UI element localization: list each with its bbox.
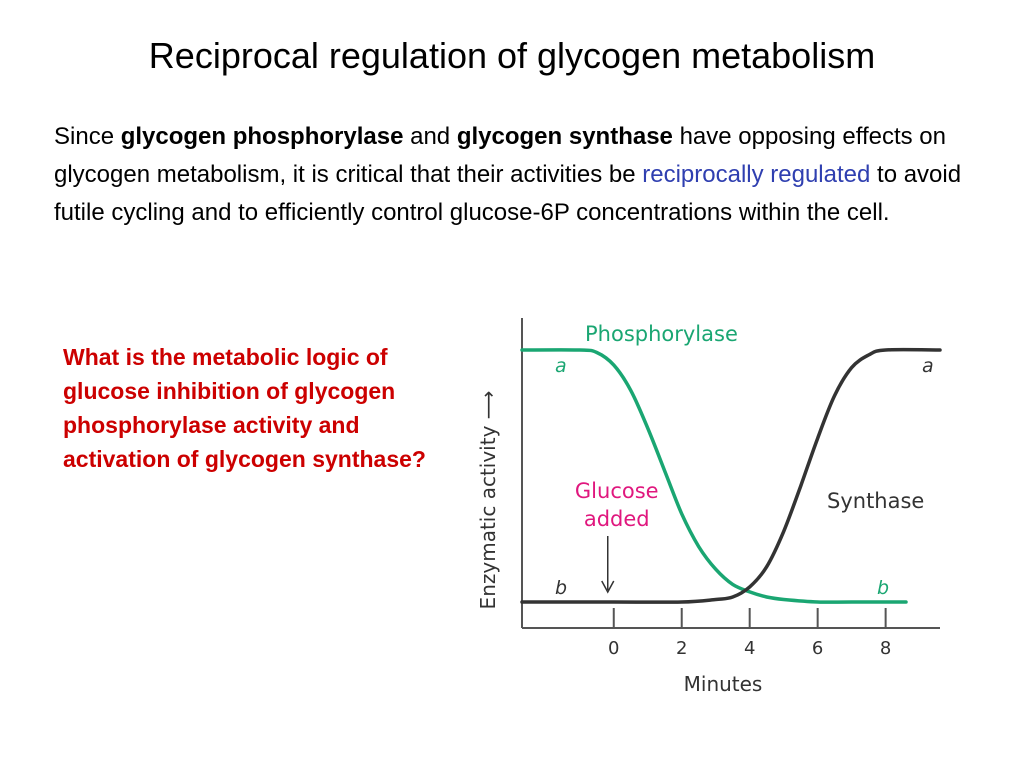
x-tick-label: 2 [676,638,687,659]
synthase-end-label: a [922,355,934,377]
x-tick-label: 0 [608,638,619,659]
intro-text-4: to avoid futile cycling and to efficient… [54,161,962,226]
x-ticks: 0 2 4 6 8 [608,608,891,659]
x-tick-label: 8 [880,638,891,659]
arrow-head-icon [601,580,615,594]
x-axis-label: Minutes [684,672,763,696]
series-layer [520,347,942,604]
intro-paragraph: Since glycogen phosphorylase and glycoge… [54,118,974,232]
intro-bold-synthase: glycogen synthase [456,123,673,150]
synthase-start-label: b [555,577,567,599]
glucose-annotation-line1: Glucose [575,479,659,503]
glucose-annotation-line2: added [584,507,650,531]
slide-title: Reciprocal regulation of glycogen metabo… [148,35,876,76]
phosphorylase-legend-label: Phosphorylase [585,322,738,346]
phosphorylase-end-label: b [877,577,889,599]
question-text: What is the metabolic logic of glucose i… [63,344,426,472]
intro-text-1: Since [54,123,121,150]
synthase-legend-label: Synthase [827,489,924,513]
intro-bold-phosphorylase: glycogen phosphorylase [120,123,404,150]
phosphorylase-curve [520,348,908,604]
intro-highlight-reciprocal: reciprocally regulated [642,161,871,188]
intro-text-3: have opposing effects on glycogen metabo… [54,123,946,188]
x-tick-label: 6 [812,638,823,659]
annotation-layer: Glucose added [575,479,659,594]
phosphorylase-start-label: a [555,355,567,377]
intro-text-2: and [403,123,457,150]
synthase-curve [520,347,942,604]
x-tick-label: 4 [744,638,755,659]
labels-layer: a b b a Phosphorylase Synthase [555,322,934,599]
y-axis-label: Enzymatic activity ⟶ [476,391,500,610]
